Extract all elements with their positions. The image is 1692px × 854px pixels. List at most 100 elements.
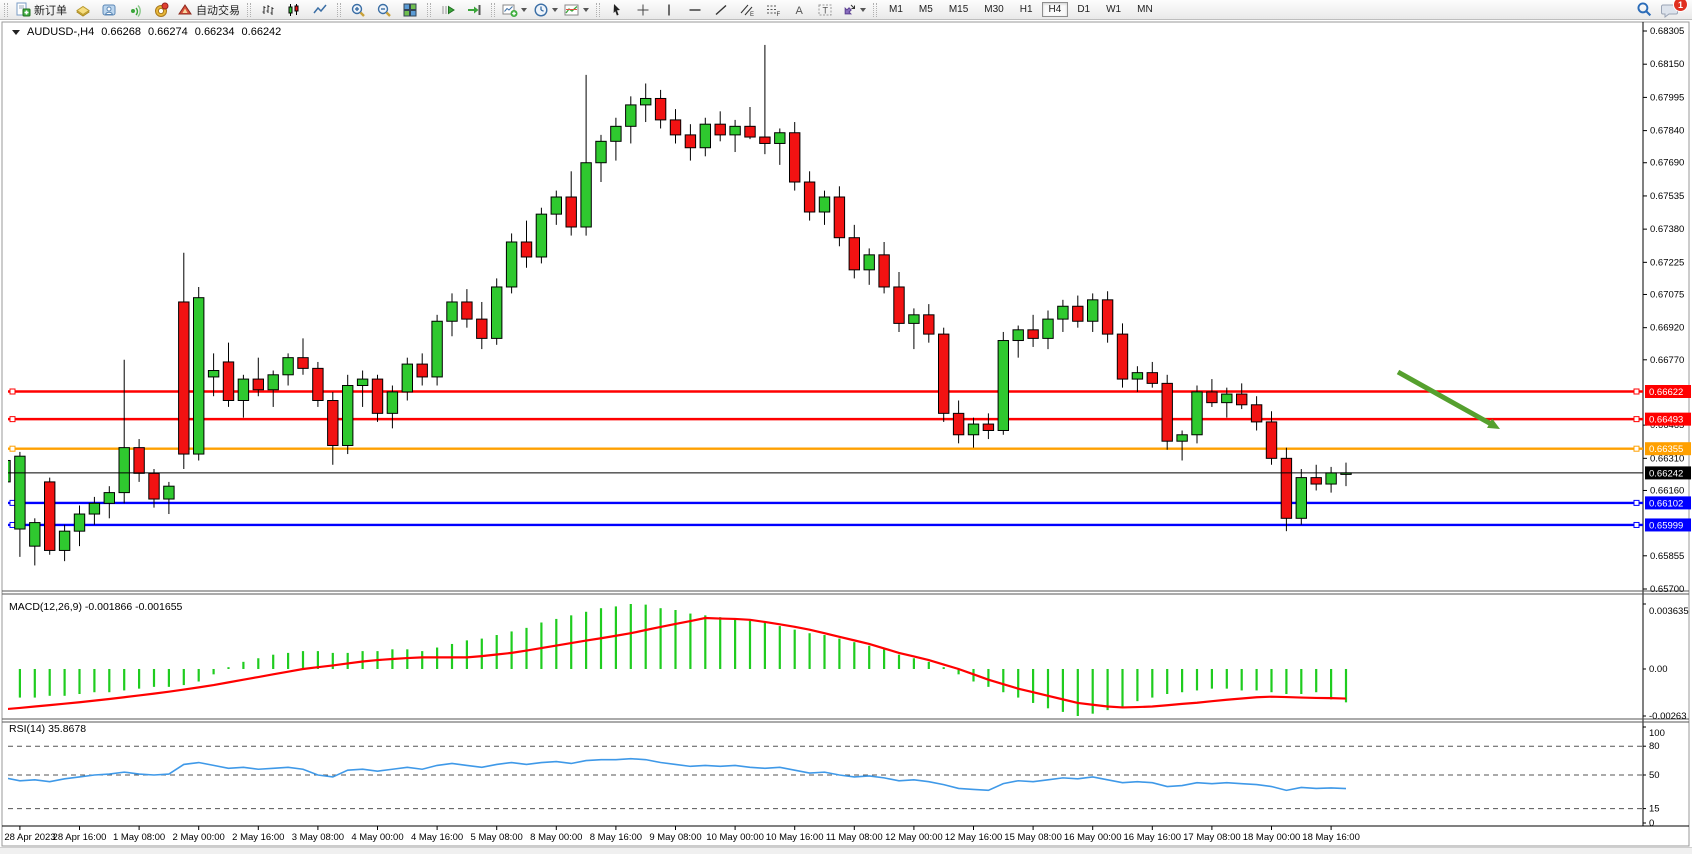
price-chart-canvas[interactable]: 0.68305 0.68150 0.67995 0.67840 0.67690 0.675… [0,20,1692,847]
timeframe-button-w1[interactable]: W1 [1106,4,1122,15]
tile-windows-button[interactable] [398,1,422,18]
bull-candle [1191,391,1203,436]
line-handle[interactable] [1633,499,1640,506]
line-handle[interactable] [1633,445,1640,452]
price-axis[interactable] [1643,30,1647,590]
bull-candle [14,455,26,530]
text-tool-button[interactable]: A [787,1,811,18]
date-tick-label: 28 Apr 16:00 [53,832,107,843]
new-chart-button[interactable] [500,1,529,18]
timeframe-button-h4[interactable]: H4 [1041,2,1069,17]
bull-candle [863,254,875,271]
price-line-0.66493[interactable] [8,416,1643,423]
community-icon [101,2,117,18]
macd-values: -0.001866 -0.001655 [84,601,183,613]
candlestick-chart-button[interactable] [282,1,306,18]
price-line-0.66622[interactable] [8,388,1643,395]
fibonacci-tool-button[interactable]: F [761,1,785,18]
horizontal-line-icon [689,8,701,11]
main-toolbar: 新订单 自动交易 [0,0,1692,20]
timeframe-button-m15[interactable]: M15 [948,4,969,15]
bull-candle [625,104,637,127]
price-line-0.66102[interactable] [8,499,1643,506]
line-handle[interactable] [1633,388,1640,395]
label-tool-button[interactable]: T [813,1,837,18]
community-button[interactable] [97,1,121,18]
line-handle[interactable] [9,445,16,452]
bear-candle [461,301,473,320]
bull-candle [1057,305,1069,320]
line-chart-button[interactable] [308,1,332,18]
signals-button[interactable] [123,1,147,18]
bull-candle [997,340,1009,431]
date-tick-label: 4 May 00:00 [351,832,403,843]
bull-candle [610,125,622,142]
line-handle[interactable] [9,388,16,395]
macd-name: MACD(12,26,9) [9,601,82,613]
timeframe-button-m5[interactable]: M5 [918,4,933,15]
date-tick-label: 8 May 00:00 [530,832,582,843]
bear-candle [565,196,577,228]
line-handle[interactable] [1633,416,1640,423]
symbol-dropdown-caret[interactable] [12,29,20,35]
ohlc-close: 0.66242 [241,26,282,38]
horizontal-line-tool-button[interactable] [683,1,707,18]
bull-candle [356,378,369,387]
rsi-pane[interactable] [5,745,1643,810]
bull-candle [1087,299,1099,322]
bar-chart-icon [262,4,274,15]
date-tick-label: 16 May 00:00 [1064,832,1122,843]
price-tick-label: 0.67380 [1650,224,1684,235]
market-button[interactable] [149,1,173,18]
templates-button[interactable] [562,1,591,18]
search-button[interactable] [1632,1,1656,18]
cursor-tool-button[interactable] [605,1,629,18]
bear-candle [1101,299,1114,335]
bar-chart-button[interactable] [256,1,280,18]
price-tick-label: 0.66310 [1650,453,1684,464]
date-tick-label: 2 May 00:00 [173,832,225,843]
zoom-out-button[interactable] [372,1,396,18]
trend-arrow-annotation[interactable] [1396,369,1500,429]
toolbar-grip [337,2,341,17]
bull-candle [163,485,175,500]
crosshair-tool-button[interactable] [631,1,655,18]
trendline-tool-button[interactable] [709,1,733,18]
line-handle[interactable] [1633,521,1640,528]
timeframe-button-d1[interactable]: D1 [1077,4,1091,15]
bull-candle [207,370,220,378]
timeframe-button-h1[interactable]: H1 [1019,4,1033,15]
bull-candle [401,363,414,393]
price-tick-label: 0.65855 [1650,551,1684,562]
candlestick-chart-icon [288,3,299,16]
bear-candle [803,181,816,213]
vertical-line-tool-button[interactable] [657,1,681,18]
new-order-button[interactable]: 新订单 [13,1,69,18]
bull-candle [729,125,741,136]
price-tick-label: 0.67535 [1650,191,1684,202]
autotrading-button[interactable]: 自动交易 [175,1,242,18]
line-handle[interactable] [9,416,16,423]
macd-pane[interactable] [5,604,1348,716]
timeframe-button-m30[interactable]: M30 [984,4,1004,15]
price-line-0.66355[interactable] [8,445,1643,452]
price-tick-label: 0.67690 [1650,158,1684,169]
svg-text:0.66493: 0.66493 [1649,415,1683,426]
channel-tool-button[interactable]: E [735,1,759,18]
svg-text:0.66622: 0.66622 [1649,387,1683,398]
timeframe-button-mn[interactable]: MN [1137,4,1153,15]
shapes-tool-button[interactable] [839,1,868,18]
bear-candle [1280,457,1293,519]
periods-button[interactable] [531,1,560,18]
rsi-line [8,757,1347,792]
chart-shift-button[interactable] [462,1,486,18]
auto-scroll-button[interactable] [436,1,460,18]
metaeditor-button[interactable] [71,1,95,18]
candles-layer[interactable] [0,44,1352,566]
zoom-in-button[interactable] [346,1,370,18]
notifications-button[interactable]: 1 [1658,0,1688,18]
time-axis[interactable] [19,826,1332,830]
timeframe-button-m1[interactable]: M1 [889,4,903,15]
svg-text:0.66102: 0.66102 [1649,498,1683,509]
bull-candle [282,357,294,376]
